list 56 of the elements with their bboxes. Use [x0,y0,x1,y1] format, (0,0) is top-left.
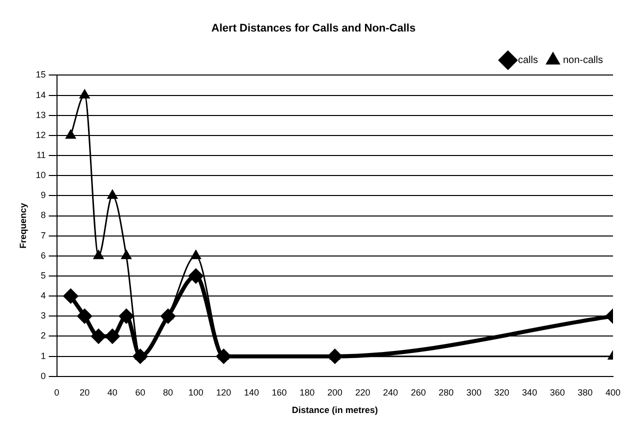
legend-label: calls [518,54,538,66]
y-tick-label: 2 [40,330,46,341]
x-tick-label: 180 [300,387,315,398]
point [80,90,90,99]
chart-title: Alert Distances for Calls and Non-Calls [211,22,416,35]
y-tick-label: 4 [40,290,46,301]
y-tick-label: 8 [40,210,46,220]
y-tick-label: 14 [36,90,46,100]
x-tick-label: 200 [327,387,342,398]
x-tick-label: 260 [410,387,426,398]
x-tick-label: 0 [54,387,60,398]
y-tick-label: 7 [40,230,46,240]
point [66,130,76,139]
point [93,250,104,260]
point [188,269,203,283]
x-tick-label: 400 [605,387,621,398]
x-tick-label: 280 [438,387,454,398]
y-axis-title: Frequency [18,203,28,249]
x-tick-label: 380 [578,387,593,398]
x-axis-title: Distance (in metres) [292,405,378,416]
point [133,349,148,364]
point [64,289,78,304]
x-tick-label: 220 [355,387,370,398]
point [216,349,231,364]
y-tick-label: 1 [40,350,46,361]
point [107,190,118,199]
x-tick-label: 120 [216,387,232,398]
y-tick-label: 13 [36,110,46,120]
point [92,329,106,344]
x-tick-label: 20 [80,387,90,398]
y-tick-label: 0 [40,370,46,381]
point [190,250,201,260]
x-tick-label: 60 [135,387,146,398]
y-tick-label: 9 [40,190,46,200]
y-tick-label: 10 [36,170,46,180]
x-tick-label: 360 [550,387,565,398]
x-tick-label: 100 [188,387,204,398]
y-tick-label: 3 [40,310,46,321]
point [78,309,92,324]
point [105,329,120,344]
x-tick-label: 300 [466,387,482,398]
point [119,309,134,324]
y-tick-label: 5 [40,270,46,280]
y-tick-label: 6 [40,250,46,260]
x-tick-label: 240 [383,387,398,398]
point [121,250,132,260]
x-tick-label: 160 [272,387,287,398]
y-tick-label: 12 [36,130,46,140]
legend-label: non-calls [562,54,604,66]
x-tick-label: 140 [244,387,259,398]
x-tick-label: 340 [522,387,538,398]
x-tick-label: 320 [494,387,510,398]
y-tick-label: 15 [36,70,46,80]
y-tick-label: 11 [36,150,46,160]
x-tick-label: 80 [163,387,174,398]
x-tick-label: 40 [107,387,118,398]
